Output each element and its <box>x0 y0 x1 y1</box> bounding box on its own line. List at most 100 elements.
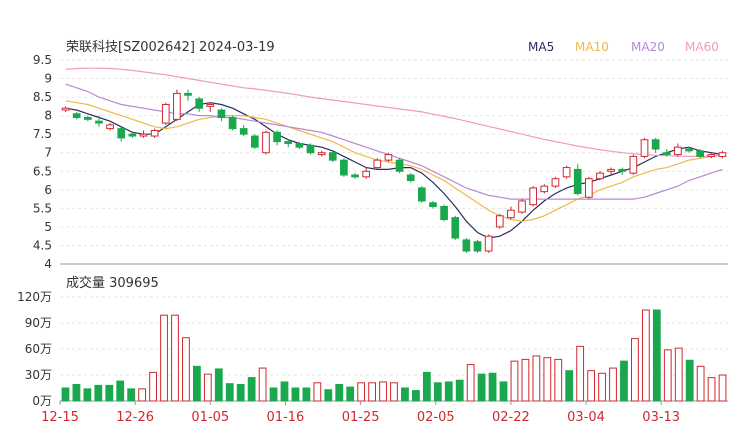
volume-bar <box>587 370 596 402</box>
candle-body <box>651 139 660 150</box>
price-y-tick: 6.5 <box>33 164 52 178</box>
volume-bar <box>412 390 420 402</box>
volume-bar <box>149 371 157 402</box>
candle-body <box>518 200 526 213</box>
volume-bar <box>138 388 147 402</box>
volume-bar <box>543 357 552 402</box>
price-y-tick: 5 <box>44 220 52 234</box>
volume-bar <box>313 382 322 402</box>
candle-body <box>607 168 615 172</box>
volume-bar <box>61 387 70 402</box>
candle-body <box>384 154 393 161</box>
volume-bar <box>94 384 103 402</box>
candle-body <box>551 178 560 187</box>
volume-bar <box>346 386 355 402</box>
volume-bar <box>565 370 574 402</box>
price-grid <box>60 59 728 265</box>
candle-body <box>473 241 482 252</box>
candle-body <box>117 128 126 139</box>
ma10-line <box>65 100 723 222</box>
volume-bar <box>631 338 639 402</box>
volume-bar <box>182 337 190 402</box>
candle-body <box>707 154 716 157</box>
volume-bar <box>105 384 114 402</box>
candle-body <box>584 178 593 198</box>
price-y-tick: 7 <box>44 146 52 160</box>
ma5-line <box>65 102 723 239</box>
volume-bar <box>444 381 453 402</box>
candle-body <box>429 202 437 208</box>
candle-body <box>128 133 137 137</box>
x-tick-label: 01-05 <box>191 410 229 425</box>
volume-bar <box>302 387 311 402</box>
candle-body <box>250 135 259 148</box>
price-y-tick: 7.5 <box>33 127 52 141</box>
volume-bar <box>663 349 672 402</box>
volume-bar <box>203 373 212 402</box>
candle-body <box>674 146 682 156</box>
volume-bar <box>620 360 628 402</box>
x-tick-label: 12-26 <box>116 410 154 425</box>
candle-body <box>95 120 103 124</box>
candle-body <box>529 187 538 206</box>
volume-bar <box>83 388 92 402</box>
candle-body <box>573 168 582 195</box>
price-y-tick: 9.5 <box>33 53 52 67</box>
candle-body <box>618 168 627 172</box>
volume-bar <box>72 384 81 402</box>
price-y-tick: 9 <box>44 72 52 86</box>
volume-bar <box>499 381 508 402</box>
volume-bar <box>554 358 563 402</box>
legend-ma5: MA5 <box>528 40 554 54</box>
volume-bar <box>116 380 125 402</box>
volume-bar <box>247 377 256 402</box>
candle-body <box>484 235 493 252</box>
price-y-tick: 8 <box>44 109 52 123</box>
price-y-axis: 9.5 9 8.5 8 7.5 7 6.5 6 5.5 5 4.5 4 <box>33 53 52 271</box>
x-tick-label: 03-04 <box>567 410 605 425</box>
x-tick-label: 01-16 <box>267 410 305 425</box>
candle-body <box>596 172 604 180</box>
volume-bar <box>127 388 136 402</box>
price-y-tick: 8.5 <box>33 90 52 104</box>
volume-y-tick: 120万 <box>17 290 52 304</box>
legend-ma60: MA60 <box>685 40 719 54</box>
candle-body <box>273 131 281 143</box>
legend-ma20: MA20 <box>631 40 665 54</box>
candle-body <box>61 107 70 111</box>
candle-body <box>328 152 337 161</box>
volume-bar <box>379 381 387 402</box>
volume-bar <box>160 314 168 402</box>
volume-bar <box>357 382 366 402</box>
volume-bar <box>236 384 245 402</box>
candle-body <box>440 206 448 220</box>
candle-body <box>451 217 460 239</box>
candle-body <box>507 209 515 219</box>
volume-bar <box>718 374 727 402</box>
volume-bar <box>521 358 530 402</box>
x-tick-label: 03-13 <box>642 410 680 425</box>
candle-body <box>351 174 359 178</box>
candle-body <box>696 150 705 157</box>
volume-bar <box>225 383 234 402</box>
x-tick-label: 01-25 <box>342 410 380 425</box>
candle-body <box>629 155 638 174</box>
volume-bar <box>258 367 267 402</box>
volume-bar <box>324 389 333 402</box>
candle-body <box>139 133 148 137</box>
candle-body <box>150 129 159 137</box>
volume-y-axis: 120万 90万 60万 30万 0万 <box>17 290 52 408</box>
volume-bar <box>685 359 694 402</box>
x-tick-label: 02-05 <box>417 410 455 425</box>
volume-bar <box>466 364 475 402</box>
volume-bar <box>609 367 617 402</box>
price-y-tick: 6 <box>44 183 52 197</box>
volume-bar <box>390 382 398 402</box>
candle-body <box>640 139 649 157</box>
volume-bar <box>641 309 650 402</box>
candle-body <box>340 159 348 176</box>
price-y-tick: 4.5 <box>33 238 52 252</box>
candle-body <box>685 148 693 152</box>
candle-body <box>173 92 181 120</box>
